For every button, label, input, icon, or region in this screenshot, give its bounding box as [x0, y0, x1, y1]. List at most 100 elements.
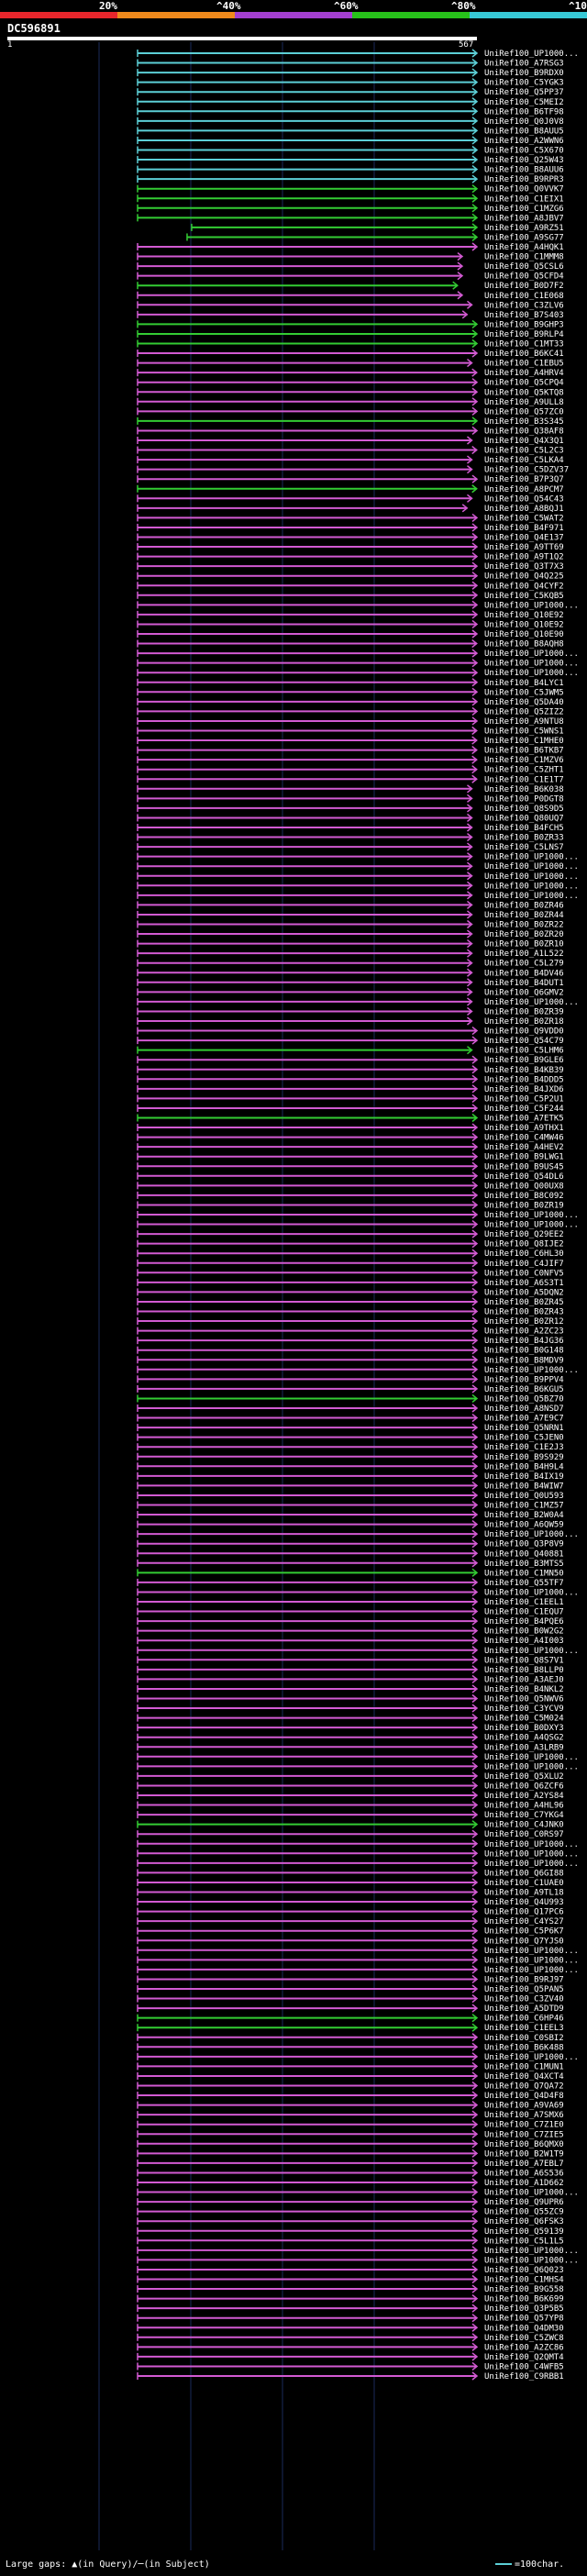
hit-label[interactable]: UniRef100_UP1000... [484, 1947, 579, 1956]
hit-label[interactable]: UniRef100_B0ZR12 [484, 1317, 564, 1327]
hit-label[interactable]: UniRef100_UP1000... [484, 892, 579, 901]
hit-label[interactable]: UniRef100_Q5CFD4 [484, 272, 564, 282]
hit-label[interactable]: UniRef100_B4DUT1 [484, 979, 564, 988]
hit-label[interactable]: UniRef100_Q4U993 [484, 1898, 564, 1907]
hit-label[interactable]: UniRef100_Q4XCT4 [484, 2072, 564, 2082]
hit-label[interactable]: UniRef100_UP1000... [484, 50, 579, 59]
hit-label[interactable]: UniRef100_Q8IJE2 [484, 1240, 564, 1249]
hit-label[interactable]: UniRef100_UP1000... [484, 1221, 579, 1230]
hit-label[interactable]: UniRef100_Q38AF8 [484, 427, 564, 436]
hit-label[interactable]: UniRef100_A8BQJ1 [484, 505, 564, 514]
hit-label[interactable]: UniRef100_UP1000... [484, 601, 579, 610]
hit-label[interactable]: UniRef100_Q5CPQ4 [484, 379, 564, 388]
hit-label[interactable]: UniRef100_Q8S9D5 [484, 805, 564, 814]
hit-label[interactable]: UniRef100_UP1000... [484, 2053, 579, 2062]
hit-label[interactable]: UniRef100_Q10E90 [484, 630, 564, 639]
hit-label[interactable]: UniRef100_C4JIF7 [484, 1260, 564, 1269]
hit-label[interactable]: UniRef100_B0DXY3 [484, 1724, 564, 1733]
hit-label[interactable]: UniRef100_Q0VVK7 [484, 185, 564, 194]
hit-label[interactable]: UniRef100_B2W1T9 [484, 2149, 564, 2159]
hit-label[interactable]: UniRef100_A8JBV7 [484, 214, 564, 223]
hit-label[interactable]: UniRef100_B8MDV9 [484, 1356, 564, 1365]
hit-label[interactable]: UniRef100_Q0U593 [484, 1492, 564, 1501]
hit-label[interactable]: UniRef100_Q4CYF2 [484, 582, 564, 591]
hit-label[interactable]: UniRef100_B4IX19 [484, 1472, 564, 1482]
hit-label[interactable]: UniRef100_UP1000... [484, 1840, 579, 1849]
hit-label[interactable]: UniRef100_UP1000... [484, 660, 579, 669]
hit-label[interactable]: UniRef100_C0SBI2 [484, 2034, 564, 2043]
hit-label[interactable]: UniRef100_B6TF98 [484, 107, 564, 117]
hit-label[interactable]: UniRef100_B3MTS5 [484, 1560, 564, 1569]
hit-label[interactable]: UniRef100_C5DZV37 [484, 466, 569, 475]
hit-label[interactable]: UniRef100_A8PCM7 [484, 485, 564, 494]
hit-label[interactable]: UniRef100_Q6Q023 [484, 2266, 564, 2275]
hit-label[interactable]: UniRef100_B9S929 [484, 1453, 564, 1462]
hit-label[interactable]: UniRef100_B2W0A4 [484, 1511, 564, 1520]
hit-label[interactable]: UniRef100_B4FCH5 [484, 824, 564, 833]
hit-label[interactable]: UniRef100_B4NKL2 [484, 1685, 564, 1694]
hit-label[interactable]: UniRef100_A2ZC23 [484, 1327, 564, 1337]
hit-label[interactable]: UniRef100_B8AUU5 [484, 127, 564, 136]
hit-label[interactable]: UniRef100_A5DTD9 [484, 2004, 564, 2014]
hit-label[interactable]: UniRef100_B9RLP4 [484, 330, 564, 339]
hit-label[interactable]: UniRef100_C4WFB5 [484, 2362, 564, 2371]
hit-label[interactable]: UniRef100_B6KGU5 [484, 1385, 564, 1394]
hit-label[interactable]: UniRef100_B0ZR20 [484, 930, 564, 939]
hit-label[interactable]: UniRef100_C5JWM5 [484, 688, 564, 697]
hit-label[interactable]: UniRef100_C5MEI2 [484, 98, 564, 107]
hit-label[interactable]: UniRef100_B6QMX0 [484, 2140, 564, 2149]
hit-label[interactable]: UniRef100_UP1000... [484, 882, 579, 891]
hit-label[interactable]: UniRef100_Q5PAN5 [484, 1985, 564, 1994]
hit-label[interactable]: UniRef100_C9RBB1 [484, 2372, 564, 2382]
hit-label[interactable]: UniRef100_B0ZR43 [484, 1308, 564, 1317]
hit-label[interactable]: UniRef100_B9RDX0 [484, 69, 564, 78]
hit-label[interactable]: UniRef100_C4JNK0 [484, 1821, 564, 1830]
hit-label[interactable]: UniRef100_A1D662 [484, 2179, 564, 2188]
hit-label[interactable]: UniRef100_B3S345 [484, 417, 564, 427]
hit-label[interactable]: UniRef100_A9TT69 [484, 543, 564, 552]
hit-label[interactable]: UniRef100_Q54C79 [484, 1037, 564, 1046]
hit-label[interactable]: UniRef100_UP1000... [484, 1849, 579, 1859]
hit-label[interactable]: UniRef100_C5LHM6 [484, 1047, 564, 1056]
hit-label[interactable]: UniRef100_Q9VDD0 [484, 1027, 564, 1037]
hit-label[interactable]: UniRef100_C1MZV6 [484, 756, 564, 765]
hit-label[interactable]: UniRef100_B0ZR39 [484, 1007, 564, 1016]
hit-label[interactable]: UniRef100_Q80UQ7 [484, 814, 564, 823]
hit-label[interactable]: UniRef100_Q55ZC9 [484, 2208, 564, 2217]
hit-label[interactable]: UniRef100_B8LLP0 [484, 1666, 564, 1675]
hit-label[interactable]: UniRef100_C1MMM8 [484, 253, 564, 262]
hit-label[interactable]: UniRef100_C1MHS4 [484, 2276, 564, 2285]
hit-label[interactable]: UniRef100_Q17PC6 [484, 1908, 564, 1917]
hit-label[interactable]: UniRef100_A7SMX6 [484, 2111, 564, 2120]
hit-label[interactable]: UniRef100_C1MZG6 [484, 205, 564, 214]
hit-label[interactable]: UniRef100_Q5ZIZ2 [484, 707, 564, 716]
hit-label[interactable]: UniRef100_UP1000... [484, 998, 579, 1007]
hit-label[interactable]: UniRef100_UP1000... [484, 2247, 579, 2256]
hit-label[interactable]: UniRef100_Q7QA72 [484, 2082, 564, 2092]
hit-label[interactable]: UniRef100_A9RZ51 [484, 224, 564, 233]
hit-label[interactable]: UniRef100_A4HL96 [484, 1802, 564, 1811]
hit-label[interactable]: UniRef100_C7ZIE5 [484, 2130, 564, 2139]
hit-label[interactable]: UniRef100_C5YGK3 [484, 79, 564, 88]
hit-label[interactable]: UniRef100_C1MN50 [484, 1569, 564, 1578]
hit-label[interactable]: UniRef100_Q3T7X3 [484, 562, 564, 572]
hit-label[interactable]: UniRef100_B6TKB7 [484, 747, 564, 756]
hit-label[interactable]: UniRef100_B8AQH8 [484, 640, 564, 650]
hit-label[interactable]: UniRef100_C4YS27 [484, 1917, 564, 1926]
hit-label[interactable]: UniRef100_Q4X3Q1 [484, 437, 564, 446]
hit-label[interactable]: UniRef100_Q10E92 [484, 620, 564, 629]
hit-label[interactable]: UniRef100_Q5NRN1 [484, 1424, 564, 1433]
hit-label[interactable]: UniRef100_Q25W43 [484, 156, 564, 165]
hit-label[interactable]: UniRef100_B0G148 [484, 1347, 564, 1356]
hit-label[interactable]: UniRef100_A1L522 [484, 949, 564, 959]
hit-label[interactable]: UniRef100_UP1000... [484, 862, 579, 872]
hit-label[interactable]: UniRef100_Q5DA40 [484, 698, 564, 707]
hit-label[interactable]: UniRef100_C1E1T7 [484, 775, 564, 784]
hit-label[interactable]: UniRef100_B4JG36 [484, 1337, 564, 1346]
hit-label[interactable]: UniRef100_A7ETK5 [484, 1115, 564, 1124]
hit-label[interactable]: UniRef100_UP1000... [484, 650, 579, 659]
hit-label[interactable]: UniRef100_UP1000... [484, 2256, 579, 2265]
hit-label[interactable]: UniRef100_Q10E92 [484, 611, 564, 620]
hit-label[interactable]: UniRef100_A2ZC86 [484, 2343, 564, 2352]
hit-label[interactable]: UniRef100_B0ZR22 [484, 921, 564, 930]
